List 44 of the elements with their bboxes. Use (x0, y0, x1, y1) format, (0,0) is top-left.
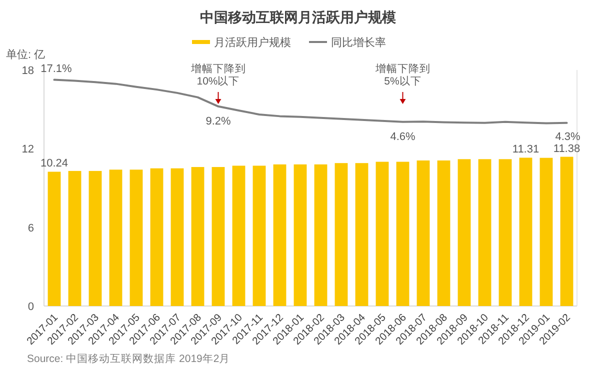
chart-title: 中国移动互联网月活跃用户规模 (200, 9, 397, 25)
bar (109, 170, 122, 306)
bar (150, 168, 164, 306)
bar (232, 166, 246, 306)
annotation: 增幅下降到 5%以下 (374, 63, 430, 88)
bar (540, 158, 553, 306)
bar (294, 164, 307, 306)
data-label: 4.3% (555, 130, 580, 143)
bar (478, 159, 492, 306)
legend-label: 月活跃用户规模 (214, 36, 291, 49)
data-label: 4.6% (390, 130, 416, 143)
bar (416, 160, 430, 306)
source-note: Source: 中国移动互联网数据库 2019年2月 (27, 352, 230, 365)
bar (458, 159, 471, 306)
y-axis-title: 单位: 亿 (6, 48, 46, 61)
bar (130, 170, 143, 306)
y-tick-label: 6 (28, 222, 34, 234)
bar (314, 164, 328, 306)
bar (252, 166, 266, 306)
bar (170, 168, 184, 306)
data-label: 9.2% (206, 115, 231, 128)
bar (273, 164, 286, 306)
bar (334, 163, 348, 306)
bar (396, 162, 410, 306)
bar (519, 158, 532, 306)
bar (68, 170, 82, 306)
bar (560, 156, 574, 306)
data-label: 11.31 (512, 144, 540, 156)
bar (48, 172, 61, 306)
data-label: 10.24 (40, 158, 68, 170)
bar (355, 163, 368, 306)
bar (88, 170, 102, 306)
bar (191, 167, 204, 306)
y-tick-label: 12 (22, 144, 34, 156)
bar (212, 167, 225, 306)
data-label: 17.1% (40, 62, 72, 75)
legend-label: 同比增长率 (331, 36, 386, 49)
y-tick-label: 18 (22, 65, 34, 77)
bar (376, 162, 389, 306)
data-label: 11.38 (553, 142, 580, 155)
bar (498, 159, 512, 306)
y-tick-label: 0 (28, 301, 34, 313)
annotation: 增幅下降到 10%以下 (190, 63, 246, 88)
bar (437, 160, 450, 306)
